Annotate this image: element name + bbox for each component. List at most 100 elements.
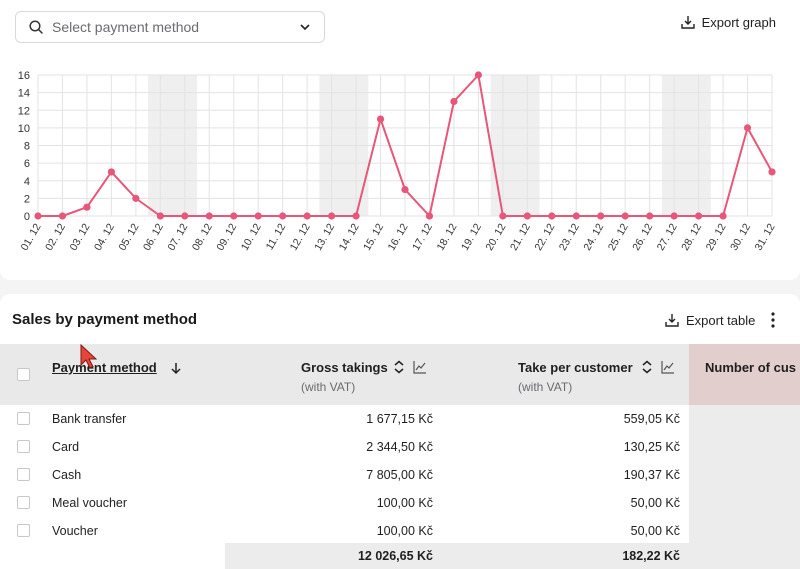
data-point [132,194,140,202]
export-table-button[interactable]: Export table [664,312,755,328]
x-tick-label: 10. 12 [239,221,264,252]
export-table-label: Export table [686,312,756,328]
data-point [328,212,336,220]
data-point [205,212,213,220]
data-point [743,124,752,132]
x-tick-label: 21. 12 [508,221,533,252]
take-per-customer-cell: 50,00 Kč [630,496,680,510]
x-tick-label: 25. 12 [606,221,631,252]
data-point [719,212,727,220]
x-tick-label: 28. 12 [679,221,704,252]
download-icon [665,314,679,327]
x-tick-label: 17. 12 [410,221,435,252]
select-all-checkbox[interactable] [17,368,30,381]
y-tick-label: 2 [24,193,30,205]
take-per-customer-subheader: (with VAT) [518,380,573,394]
data-point [450,97,458,106]
x-tick-label: 16. 12 [386,221,411,252]
number-cell [689,517,800,545]
sort-icon[interactable] [392,360,406,374]
gross-takings-cell: 100,00 Kč [376,524,433,538]
y-tick-label: 10 [18,123,30,135]
data-point [58,212,67,220]
payment-method-cell: Voucher [52,524,98,538]
payment-method-cell: Cash [52,468,82,482]
mouse-cursor-icon [80,344,98,369]
payment-method-cell: Meal voucher [52,496,128,510]
gross-takings-header[interactable]: Gross takings [301,360,388,375]
x-tick-label: 03. 12 [68,221,93,252]
data-point [425,212,434,220]
table-row[interactable]: Cash 7 805,00 Kč 190,37 Kč [0,461,689,489]
payment-method-select[interactable]: Select payment method [15,11,325,43]
y-tick-label: 6 [24,158,30,170]
data-point [474,71,482,79]
number-of-customers-header[interactable]: Number of cus [705,360,797,375]
gross-takings-total: 12 026,65 Kč [357,549,433,563]
x-tick-label: 08. 12 [190,221,215,252]
take-per-customer-header[interactable]: Take per customer [518,360,633,375]
x-tick-label: 02. 12 [43,221,68,252]
chevron-down-icon [300,24,310,31]
data-point [83,203,91,211]
gross-takings-cell: 2 344,50 Kč [366,440,433,454]
x-tick-label: 26. 12 [630,221,655,252]
data-point [156,212,164,220]
data-point [230,212,238,220]
data-point [621,212,629,220]
x-tick-label: 04. 12 [92,221,117,252]
gross-takings-subheader: (with VAT) [301,380,356,394]
table-row[interactable]: Card 2 344,50 Kč 130,25 Kč [0,433,689,461]
gross-takings-cell: 1 677,15 Kč [366,412,433,426]
x-tick-label: 19. 12 [459,221,484,252]
table-row[interactable]: Voucher 100,00 Kč 50,00 Kč [0,517,689,545]
table-card: Sales by payment method Export table Pay… [0,294,800,569]
data-point [670,212,678,220]
data-point [376,115,385,123]
more-options-icon[interactable] [766,311,780,329]
totals-row: 12 026,65 Kč 182,22 Kč [225,543,689,569]
sales-line-chart: 0 2 4 6 8 10 12 14 16 01. 12 02. 12 03. 12 04. 12 05.… [18,70,778,253]
x-tick-label: 30. 12 [728,221,753,252]
x-tick-label: 23. 12 [557,221,582,252]
take-per-customer-cell: 50,00 Kč [630,524,680,538]
row-checkbox[interactable] [17,524,30,537]
payment-method-placeholder: Select payment method [52,19,200,35]
y-tick-label: 4 [24,176,30,188]
data-point [352,212,360,220]
data-point [646,212,654,220]
data-point [597,212,605,220]
take-per-customer-cell: 130,25 Kč [623,440,680,454]
table-row[interactable]: Bank transfer 1 677,15 Kč 559,05 Kč [0,405,689,433]
data-point [523,212,531,220]
y-tick-label: 16 [18,70,30,82]
table-row[interactable]: Meal voucher 100,00 Kč 50,00 Kč [0,489,689,517]
data-point [107,168,115,176]
number-cell [689,489,800,517]
chart-icon[interactable] [413,360,427,374]
x-tick-label: 18. 12 [435,221,460,252]
row-checkbox[interactable] [17,412,30,425]
number-column-header-bg [689,344,800,405]
row-checkbox[interactable] [17,496,30,509]
data-point [34,212,42,220]
row-checkbox[interactable] [17,440,30,453]
y-tick-label: 14 [18,88,30,100]
payment-method-header[interactable]: Payment method [52,360,157,375]
number-total-cell [689,543,800,569]
x-tick-label: 11. 12 [264,221,289,252]
chart-icon[interactable] [661,360,675,374]
data-point [279,212,287,220]
data-point [499,212,507,220]
data-point [401,185,409,194]
x-tick-label: 12. 12 [288,221,313,252]
data-point [181,212,189,220]
payment-method-cell: Card [52,440,80,454]
sort-icon[interactable] [640,360,654,374]
x-tick-label: 13. 12 [312,221,337,252]
row-checkbox[interactable] [17,468,30,481]
export-graph-button[interactable]: Export graph [680,14,776,30]
download-icon [680,16,695,29]
x-tick-label: 27. 12 [655,221,680,252]
arrow-down-icon[interactable] [169,361,183,375]
